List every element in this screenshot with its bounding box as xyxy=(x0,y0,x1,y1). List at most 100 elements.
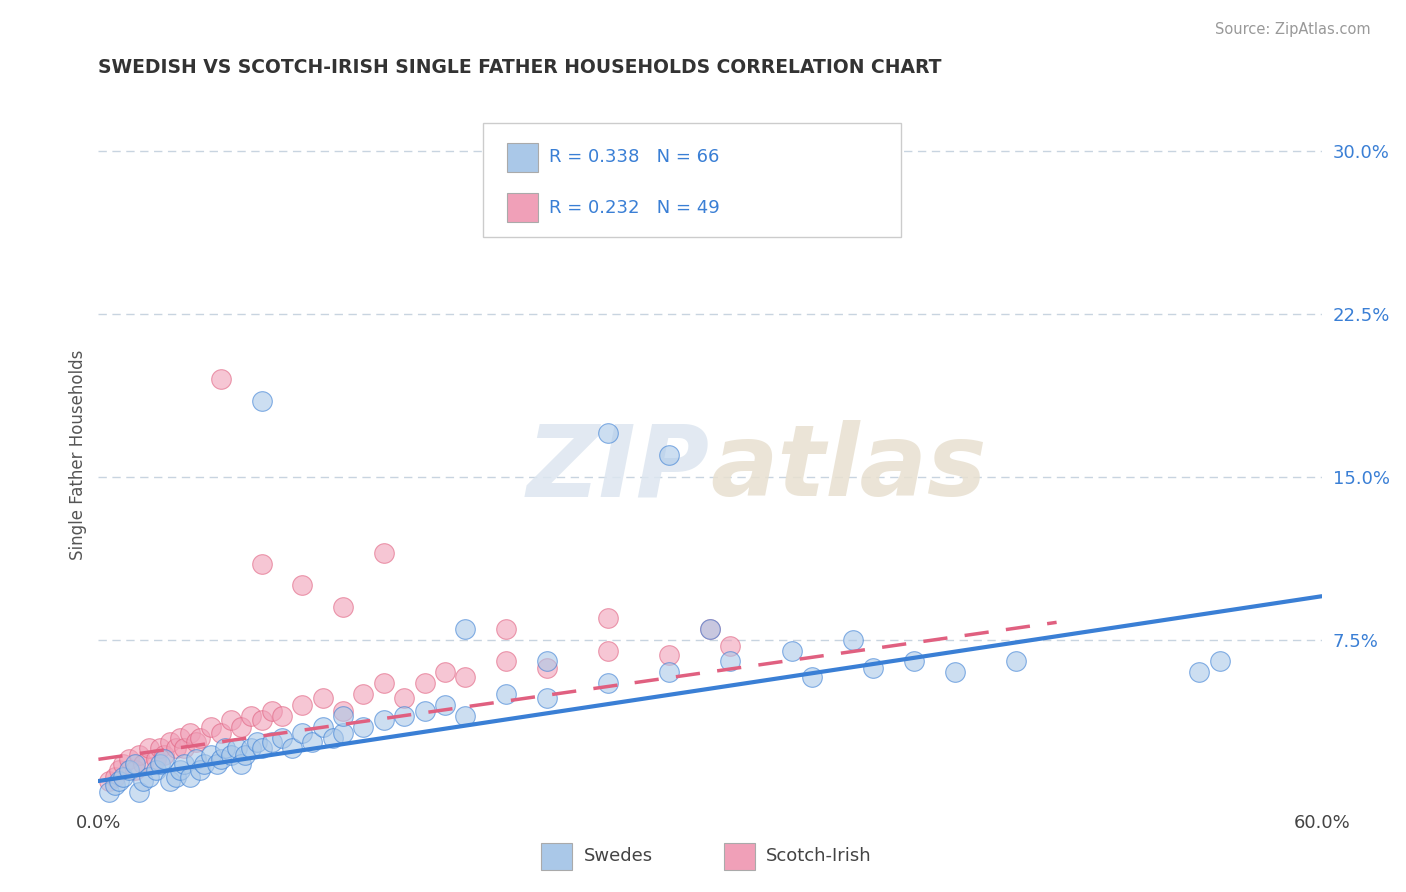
Point xyxy=(159,774,181,789)
Point xyxy=(104,778,127,792)
Point xyxy=(193,756,215,771)
Point xyxy=(209,372,232,386)
Point xyxy=(128,785,150,799)
Point xyxy=(186,735,208,749)
Point xyxy=(118,763,141,777)
Point xyxy=(124,756,146,771)
Point xyxy=(186,752,208,766)
Point xyxy=(118,752,141,766)
Point xyxy=(104,770,127,784)
Point xyxy=(495,655,517,669)
Point xyxy=(169,763,191,777)
Point xyxy=(179,726,201,740)
Point xyxy=(231,720,253,734)
Point xyxy=(332,705,354,719)
Point xyxy=(332,726,354,740)
Point xyxy=(108,763,131,777)
Point xyxy=(373,676,395,690)
Point xyxy=(312,720,335,734)
Point xyxy=(132,756,155,771)
Point xyxy=(169,731,191,745)
Point xyxy=(454,708,477,723)
Point xyxy=(240,741,263,756)
Point xyxy=(149,741,172,756)
Point xyxy=(658,648,681,662)
Point xyxy=(312,691,335,706)
Point xyxy=(373,546,395,560)
Point xyxy=(801,670,824,684)
Text: R = 0.338   N = 66: R = 0.338 N = 66 xyxy=(548,148,720,167)
Point xyxy=(165,770,187,784)
Point xyxy=(903,655,925,669)
Text: Scotch-Irish: Scotch-Irish xyxy=(766,847,872,865)
Point xyxy=(536,691,558,706)
Point xyxy=(392,708,416,723)
Point xyxy=(281,741,304,756)
Point xyxy=(152,752,174,766)
Point xyxy=(260,735,283,749)
Point xyxy=(291,698,314,712)
Point xyxy=(219,747,242,762)
Point xyxy=(862,661,884,675)
Point xyxy=(658,665,681,680)
Point xyxy=(128,747,150,762)
Point xyxy=(434,698,457,712)
Point xyxy=(598,643,620,657)
Point xyxy=(699,622,721,636)
Point xyxy=(291,726,314,740)
Point xyxy=(495,687,517,701)
Point xyxy=(598,426,620,441)
Text: R = 0.232   N = 49: R = 0.232 N = 49 xyxy=(548,199,720,217)
Point xyxy=(332,708,354,723)
Point xyxy=(699,622,721,636)
Point xyxy=(598,611,620,625)
Point xyxy=(413,676,436,690)
Point xyxy=(250,741,273,756)
Point xyxy=(209,752,232,766)
Text: Source: ZipAtlas.com: Source: ZipAtlas.com xyxy=(1215,22,1371,37)
Text: ZIP: ZIP xyxy=(527,420,710,517)
Point xyxy=(132,774,155,789)
Point xyxy=(658,448,681,462)
Point xyxy=(720,655,742,669)
Point xyxy=(138,770,160,784)
Point xyxy=(145,752,167,766)
Point xyxy=(1004,655,1026,669)
Point xyxy=(205,756,228,771)
Point xyxy=(97,774,120,789)
Point xyxy=(322,731,344,745)
Point xyxy=(250,393,273,408)
Point xyxy=(226,741,249,756)
Point xyxy=(352,687,374,701)
Point xyxy=(240,708,263,723)
Point xyxy=(943,665,966,680)
Point xyxy=(200,720,222,734)
Point xyxy=(536,661,558,675)
Point xyxy=(165,741,187,756)
Point xyxy=(179,770,201,784)
Point xyxy=(200,747,222,762)
Point xyxy=(454,670,477,684)
Point xyxy=(138,741,160,756)
Point xyxy=(152,747,174,762)
Point xyxy=(434,665,457,680)
Point xyxy=(373,713,395,727)
Point xyxy=(111,756,134,771)
Point xyxy=(173,741,195,756)
Text: Swedes: Swedes xyxy=(583,847,652,865)
Point xyxy=(246,735,269,749)
Point xyxy=(233,747,256,762)
Text: SWEDISH VS SCOTCH-IRISH SINGLE FATHER HOUSEHOLDS CORRELATION CHART: SWEDISH VS SCOTCH-IRISH SINGLE FATHER HO… xyxy=(98,58,942,77)
Point xyxy=(291,578,314,592)
Point xyxy=(392,691,416,706)
Point xyxy=(173,756,195,771)
Point xyxy=(149,756,172,771)
Point xyxy=(1209,655,1232,669)
Point xyxy=(219,713,242,727)
Point xyxy=(454,622,477,636)
Point xyxy=(720,639,742,653)
Point xyxy=(1188,665,1211,680)
Point xyxy=(209,726,232,740)
Point xyxy=(780,643,803,657)
Point xyxy=(145,763,167,777)
